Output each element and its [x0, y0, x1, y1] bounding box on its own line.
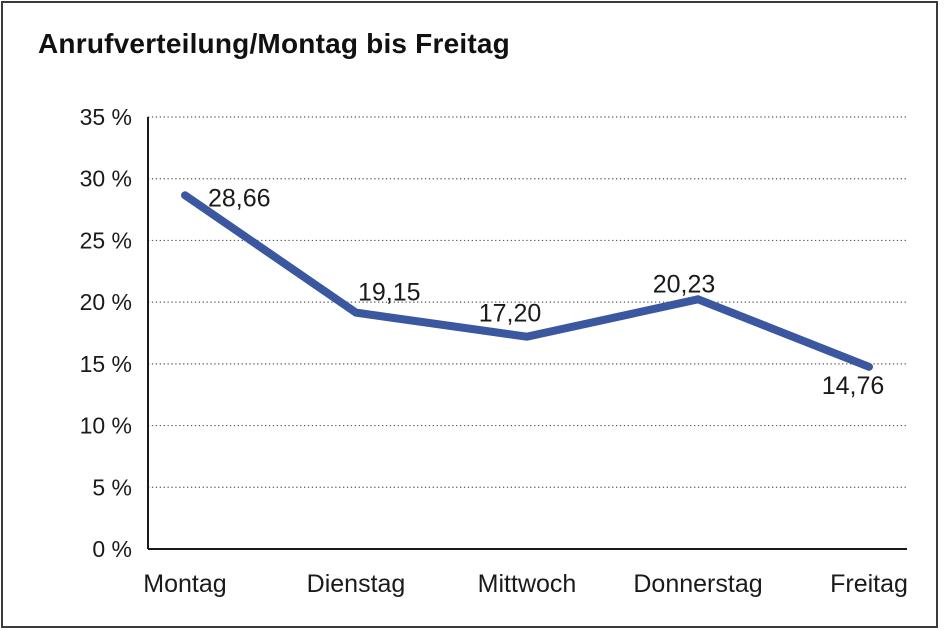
x-tick-label: Montag: [143, 570, 226, 598]
data-point-label: 20,23: [653, 270, 716, 298]
data-point-label: 14,76: [822, 372, 885, 400]
y-tick-label: 0 %: [92, 536, 132, 562]
series-line: [181, 191, 873, 371]
y-tick-label: 30 %: [80, 166, 132, 192]
y-tick-label: 5 %: [92, 474, 132, 500]
y-tick-label: 10 %: [80, 413, 132, 439]
x-tick-label: Mittwoch: [478, 570, 577, 598]
x-tick-label: Freitag: [830, 570, 908, 598]
data-point-label: 28,66: [208, 184, 271, 212]
chart-title: Anrufverteilung/Montag bis Freitag: [38, 28, 510, 59]
data-point-label: 19,15: [358, 279, 421, 307]
x-tick-label: Donnerstag: [633, 570, 762, 598]
y-tick-label: 15 %: [80, 351, 132, 377]
x-tick-label: Dienstag: [307, 570, 406, 598]
y-tick-label: 20 %: [80, 289, 132, 315]
data-point-label: 17,20: [479, 300, 542, 328]
y-tick-label: 25 %: [80, 227, 132, 253]
y-tick-label: 35 %: [80, 104, 132, 130]
